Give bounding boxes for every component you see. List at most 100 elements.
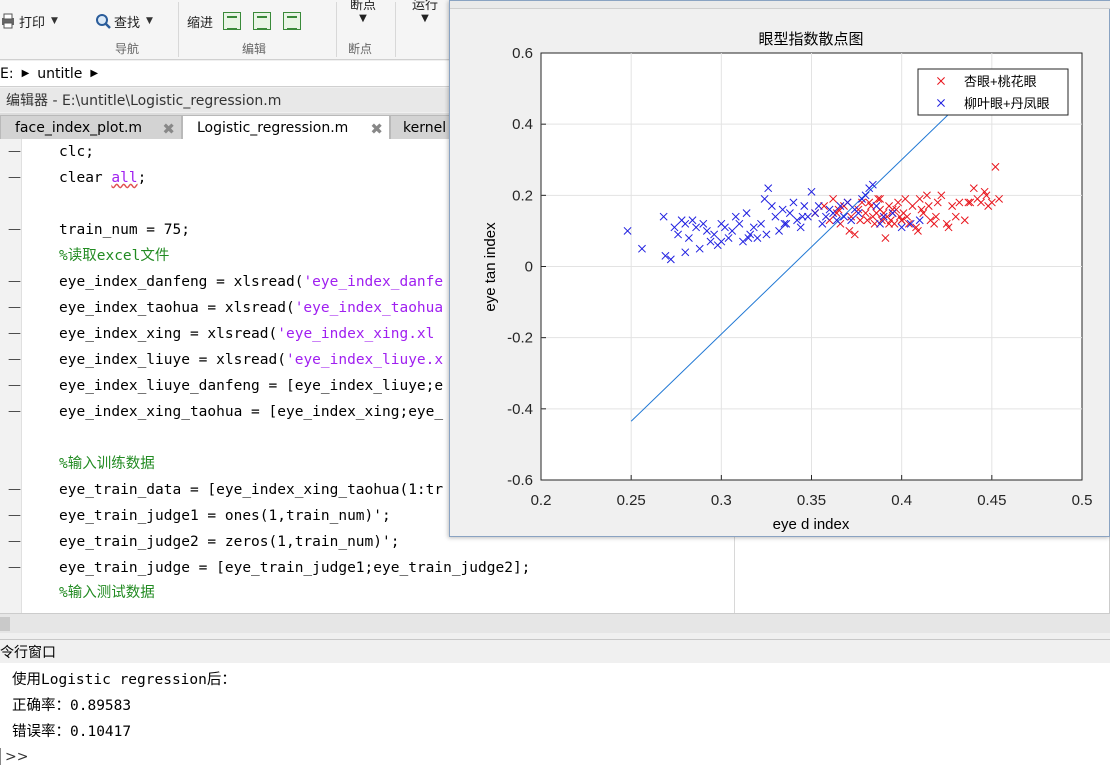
print-dropdown-icon[interactable]: ▼ xyxy=(51,16,58,26)
tab-face-index-plot[interactable]: face_index_plot.m ✖ xyxy=(0,115,182,139)
print-label: 打印 xyxy=(19,15,46,31)
data-point-series-1 xyxy=(865,198,874,207)
line-marker[interactable]: — xyxy=(8,144,21,159)
code-line[interactable]: eye_index_taohua = xlsread('eye_index_ta… xyxy=(59,300,444,316)
code-line[interactable]: eye_index_liuye_danfeng = [eye_index_liu… xyxy=(59,378,444,394)
close-icon[interactable]: ✖ xyxy=(370,120,383,138)
data-point-series-2 xyxy=(681,248,690,257)
run-button[interactable]: 运行 ▼ xyxy=(412,0,438,34)
data-point-series-2 xyxy=(717,237,726,246)
data-point-series-2 xyxy=(771,212,780,221)
data-point-series-2 xyxy=(800,202,809,210)
data-point-series-2 xyxy=(735,219,744,228)
scatter-chart: 0.2 0.25 0.3 0.35 0.4 0.45 0.5 0.6 0.4 0.2 0 -0.2 -0… xyxy=(482,31,1092,533)
smart-indent-icon[interactable] xyxy=(223,12,241,30)
close-icon[interactable]: ✖ xyxy=(162,120,175,138)
code-comment[interactable]: %输入训练数据 xyxy=(59,456,155,472)
code-line[interactable]: eye_index_xing_taohua = [eye_index_xing;… xyxy=(59,404,444,420)
data-point-series-1 xyxy=(948,202,957,210)
indent-button[interactable]: 缩进 xyxy=(187,10,213,32)
line-marker[interactable]: — xyxy=(8,534,21,549)
panel-divider[interactable] xyxy=(734,537,735,613)
code-line[interactable]: eye_index_xing = xlsread('eye_index_xing… xyxy=(59,326,435,342)
chevron-right-icon[interactable]: ▶ xyxy=(21,68,30,79)
data-point-series-2 xyxy=(897,223,906,232)
data-point-series-1 xyxy=(937,191,946,200)
data-point-series-2 xyxy=(861,191,870,200)
axis-ticks: 0.2 0.25 0.3 0.35 0.4 0.45 0.5 0.6 0.4 0.2 0 -0.2 -0… xyxy=(507,45,1092,509)
breakpoint-dropdown-icon: ▼ xyxy=(359,13,367,24)
line-marker[interactable]: — xyxy=(8,274,21,289)
code-line[interactable]: eye_train_data = [eye_index_xing_taohua(… xyxy=(59,482,444,498)
x-axis-label: eye d index xyxy=(773,516,850,533)
find-dropdown-icon[interactable]: ▼ xyxy=(146,16,153,26)
line-marker[interactable]: — xyxy=(8,170,21,185)
y-tick-label: -0.6 xyxy=(507,472,533,489)
code-line[interactable]: eye_train_judge2 = zeros(1,train_num)'; xyxy=(59,534,400,550)
legend[interactable]: 杏眼+桃花眼 柳叶眼+丹凤眼 xyxy=(917,68,1069,116)
data-point-series-1 xyxy=(881,234,890,242)
data-point-series-1 xyxy=(854,205,863,214)
code-line[interactable]: clc; xyxy=(59,144,94,160)
code-line[interactable]: eye_index_liuye = xlsread('eye_index_liu… xyxy=(59,352,444,368)
data-point-series-2 xyxy=(688,216,697,225)
command-output-line: 正确率：0.89583 xyxy=(12,698,132,714)
data-point-series-2 xyxy=(744,234,753,242)
address-drive[interactable]: E: xyxy=(0,65,14,82)
data-point-series-2 xyxy=(623,226,632,235)
y-axis-label: eye tan index xyxy=(482,222,499,312)
data-point-series-2 xyxy=(762,230,771,239)
command-output-line: 错误率：0.10417 xyxy=(12,724,132,740)
indent-right-icon[interactable] xyxy=(253,12,271,30)
figure-window[interactable]: 0.2 0.25 0.3 0.35 0.4 0.45 0.5 0.6 0.4 0.2 0 -0.2 -0… xyxy=(449,0,1110,537)
group-label-navigate: 导航 xyxy=(115,42,140,56)
print-button[interactable]: 打印 ▼ xyxy=(0,10,58,32)
command-window[interactable]: 使用Logistic regression后： 正确率：0.89583 错误率：… xyxy=(0,663,1110,765)
run-dropdown-icon: ▼ xyxy=(421,13,429,24)
data-point-series-1 xyxy=(944,223,953,232)
tab-kernel[interactable]: kernel xyxy=(390,115,450,139)
line-marker[interactable]: — xyxy=(8,378,21,393)
code-line[interactable]: eye_train_judge = [eye_train_judge1;eye_… xyxy=(59,560,531,576)
line-marker[interactable]: — xyxy=(8,352,21,367)
x-tick-label: 0.4 xyxy=(891,492,912,509)
data-point-series-1 xyxy=(931,212,940,221)
line-marker[interactable]: — xyxy=(8,560,21,575)
data-point-series-2 xyxy=(739,237,747,246)
data-point-series-2 xyxy=(692,223,701,232)
command-prompt[interactable]: >> xyxy=(0,747,28,765)
line-marker[interactable]: — xyxy=(8,404,21,419)
line-marker[interactable]: — xyxy=(8,222,21,237)
horizontal-scrollbar[interactable] xyxy=(0,613,1110,633)
chevron-right-icon[interactable]: ▶ xyxy=(90,68,99,79)
breakpoint-button[interactable]: 断点 ▼ xyxy=(350,0,376,34)
data-point-series-1 xyxy=(894,198,903,207)
data-point-series-2 xyxy=(793,216,802,225)
address-folder[interactable]: untitle xyxy=(37,65,83,82)
line-marker[interactable]: — xyxy=(8,482,21,497)
data-point-series-2 xyxy=(782,219,791,228)
tab-label: face_index_plot.m xyxy=(15,119,143,136)
code-comment[interactable]: %读取excel文件 xyxy=(59,248,170,264)
code-line[interactable]: train_num = 75; xyxy=(59,222,190,238)
data-point-series-2 xyxy=(695,244,704,253)
line-marker[interactable]: — xyxy=(8,300,21,315)
indent-left-icon[interactable] xyxy=(283,12,301,30)
code-line[interactable]: clear all; xyxy=(59,170,147,186)
y-tick-label: 0.6 xyxy=(512,45,533,62)
find-button[interactable]: 查找 ▼ xyxy=(95,10,153,32)
figure-toolbar[interactable] xyxy=(450,1,1110,9)
address-bar[interactable]: E: ▶ untitle ▶ xyxy=(0,61,450,87)
code-comment[interactable]: %输入测试数据 xyxy=(59,585,155,601)
breakpoint-label: 断点 xyxy=(350,0,377,13)
code-line[interactable]: eye_index_danfeng = xlsread('eye_index_d… xyxy=(59,274,444,290)
group-label-breakpoint: 断点 xyxy=(348,42,373,56)
line-marker[interactable]: — xyxy=(8,326,21,341)
code-line[interactable]: eye_train_judge1 = ones(1,train_num)'; xyxy=(59,508,391,524)
data-point-series-2 xyxy=(710,230,719,239)
line-marker[interactable]: — xyxy=(8,508,21,523)
data-point-series-2 xyxy=(749,223,758,232)
scrollbar-thumb[interactable] xyxy=(0,617,10,631)
data-point-series-2 xyxy=(915,216,924,225)
tab-logistic-regression[interactable]: Logistic_regression.m ✖ xyxy=(182,115,390,140)
